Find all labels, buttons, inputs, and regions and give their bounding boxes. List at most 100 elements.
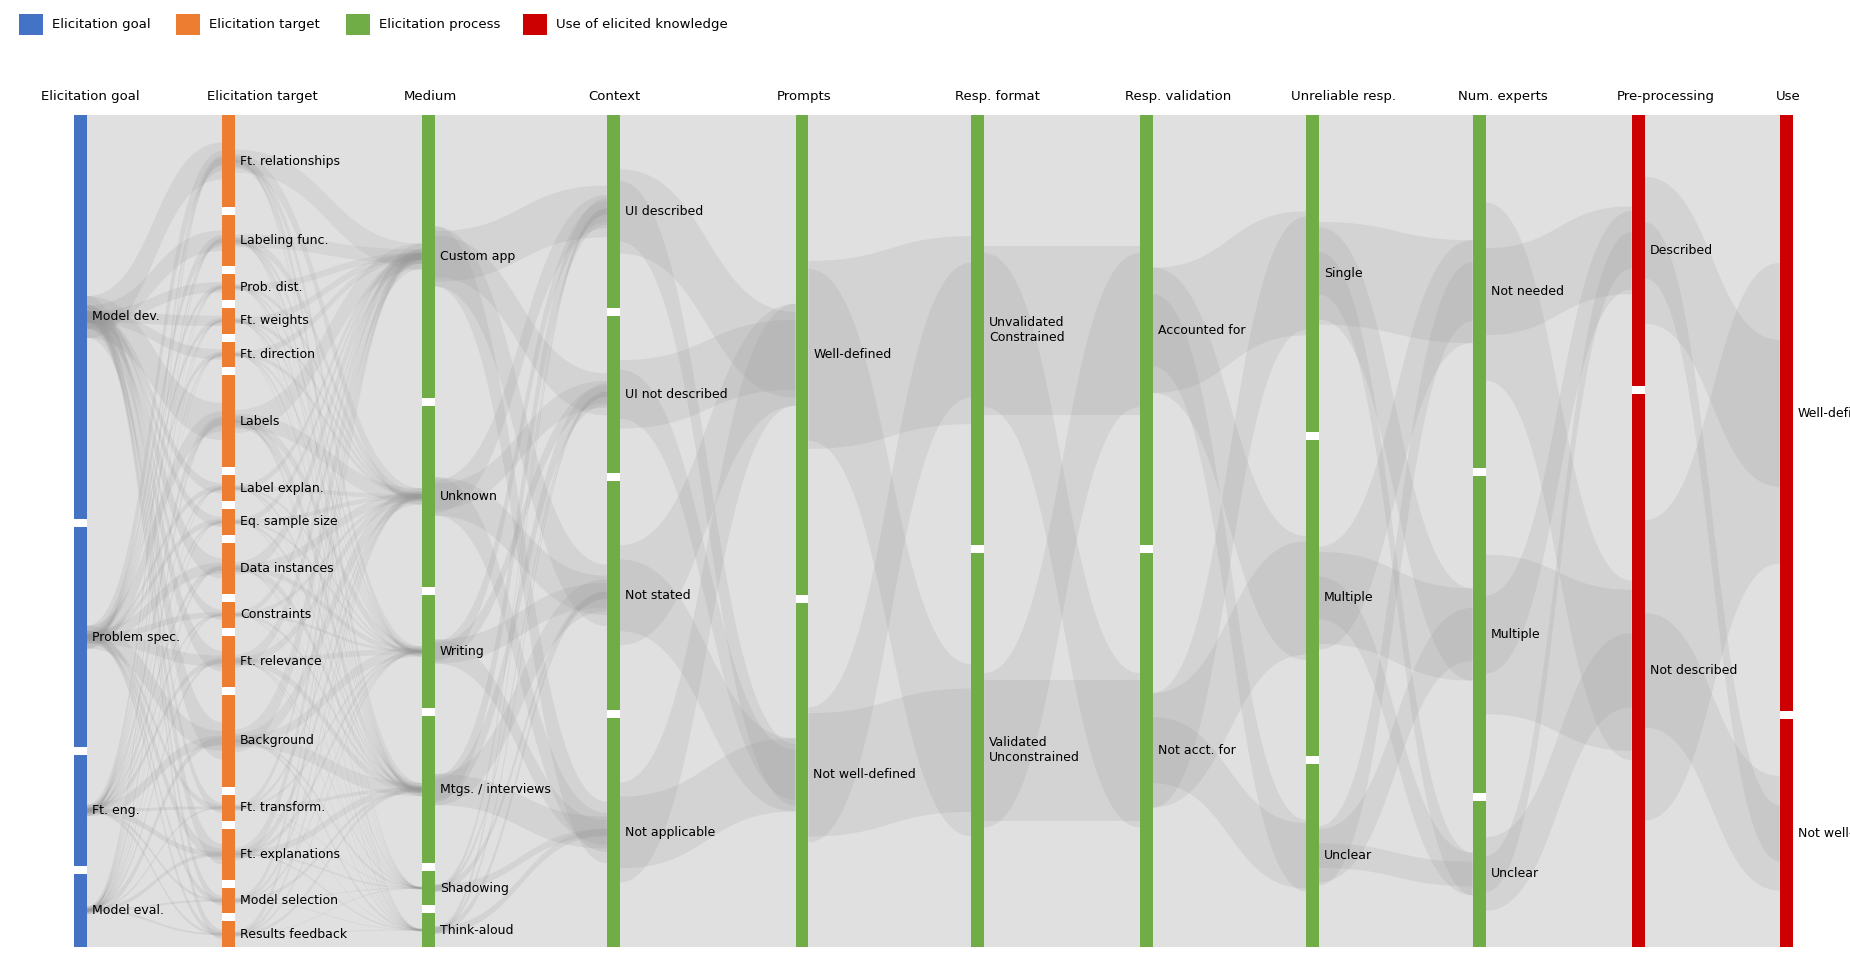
Polygon shape: [1319, 843, 1473, 886]
Polygon shape: [87, 521, 222, 911]
Text: Pre-processing: Pre-processing: [1617, 90, 1715, 103]
Polygon shape: [87, 311, 222, 360]
Text: Eq. sample size: Eq. sample size: [240, 515, 337, 528]
Polygon shape: [435, 392, 607, 932]
Text: Constraints: Constraints: [240, 608, 311, 621]
FancyBboxPatch shape: [422, 871, 435, 905]
Polygon shape: [435, 592, 607, 933]
Polygon shape: [87, 306, 222, 578]
Polygon shape: [435, 186, 607, 281]
Text: Elicitation process: Elicitation process: [379, 17, 501, 31]
Polygon shape: [808, 263, 971, 842]
Polygon shape: [1153, 268, 1306, 660]
Polygon shape: [235, 520, 422, 791]
Polygon shape: [235, 157, 422, 657]
FancyBboxPatch shape: [222, 476, 235, 501]
Polygon shape: [435, 592, 607, 892]
Polygon shape: [87, 230, 222, 329]
FancyBboxPatch shape: [74, 527, 87, 747]
Polygon shape: [87, 311, 222, 527]
Polygon shape: [435, 477, 607, 615]
Polygon shape: [235, 319, 422, 499]
Polygon shape: [87, 520, 222, 812]
Text: Model dev.: Model dev.: [92, 310, 159, 324]
FancyBboxPatch shape: [524, 14, 548, 35]
Polygon shape: [235, 252, 422, 491]
Polygon shape: [808, 236, 971, 449]
Polygon shape: [620, 115, 796, 947]
FancyBboxPatch shape: [74, 873, 87, 947]
FancyBboxPatch shape: [1473, 476, 1486, 793]
Polygon shape: [1319, 552, 1473, 681]
Polygon shape: [984, 253, 1140, 828]
Polygon shape: [435, 208, 607, 933]
Polygon shape: [235, 740, 422, 890]
Polygon shape: [235, 494, 422, 617]
Polygon shape: [87, 614, 222, 911]
Text: Ft. explanations: Ft. explanations: [240, 848, 340, 861]
Polygon shape: [235, 614, 422, 930]
FancyBboxPatch shape: [176, 14, 200, 35]
Polygon shape: [235, 252, 422, 937]
Text: Not applicable: Not applicable: [625, 826, 714, 839]
Polygon shape: [87, 634, 222, 937]
Text: Ft. eng.: Ft. eng.: [92, 804, 139, 817]
Polygon shape: [620, 304, 796, 883]
FancyBboxPatch shape: [74, 755, 87, 865]
Polygon shape: [87, 151, 222, 649]
Polygon shape: [1645, 613, 1780, 891]
Polygon shape: [435, 198, 607, 803]
Polygon shape: [235, 319, 422, 653]
Polygon shape: [235, 319, 422, 791]
Polygon shape: [1153, 217, 1306, 807]
Polygon shape: [87, 158, 222, 914]
Text: Custom app: Custom app: [440, 249, 514, 263]
FancyBboxPatch shape: [222, 115, 235, 207]
Polygon shape: [87, 286, 222, 911]
Polygon shape: [235, 786, 422, 858]
Polygon shape: [1645, 177, 1780, 486]
Polygon shape: [87, 612, 222, 640]
Polygon shape: [235, 520, 422, 653]
Polygon shape: [435, 201, 607, 661]
Text: Shadowing: Shadowing: [440, 882, 509, 894]
Polygon shape: [235, 613, 422, 653]
FancyBboxPatch shape: [1306, 115, 1319, 431]
Polygon shape: [235, 353, 422, 653]
Polygon shape: [235, 660, 422, 931]
Polygon shape: [235, 353, 422, 791]
Polygon shape: [235, 658, 422, 793]
Polygon shape: [87, 630, 222, 860]
Text: Labels: Labels: [240, 415, 281, 427]
Polygon shape: [235, 249, 422, 574]
Polygon shape: [87, 115, 222, 947]
FancyBboxPatch shape: [222, 308, 235, 334]
Polygon shape: [235, 807, 422, 889]
Text: Unreliable resp.: Unreliable resp.: [1291, 90, 1397, 103]
FancyBboxPatch shape: [422, 595, 435, 708]
Polygon shape: [87, 519, 222, 640]
Polygon shape: [984, 253, 1140, 828]
Polygon shape: [235, 420, 422, 890]
Polygon shape: [1486, 232, 1632, 892]
FancyBboxPatch shape: [222, 375, 235, 467]
Polygon shape: [235, 249, 422, 861]
FancyBboxPatch shape: [222, 275, 235, 300]
Polygon shape: [984, 115, 1140, 947]
Text: Ft. transform.: Ft. transform.: [240, 802, 326, 814]
Polygon shape: [87, 238, 222, 813]
FancyBboxPatch shape: [422, 716, 435, 864]
Polygon shape: [87, 320, 222, 911]
Polygon shape: [87, 852, 222, 913]
Text: Background: Background: [240, 734, 314, 747]
Polygon shape: [235, 238, 422, 793]
Polygon shape: [235, 160, 422, 931]
Polygon shape: [235, 565, 422, 793]
Polygon shape: [235, 244, 422, 752]
Polygon shape: [235, 492, 422, 859]
Polygon shape: [235, 486, 422, 499]
Polygon shape: [1153, 718, 1306, 889]
FancyBboxPatch shape: [346, 14, 370, 35]
Polygon shape: [235, 237, 422, 501]
Polygon shape: [235, 240, 422, 931]
